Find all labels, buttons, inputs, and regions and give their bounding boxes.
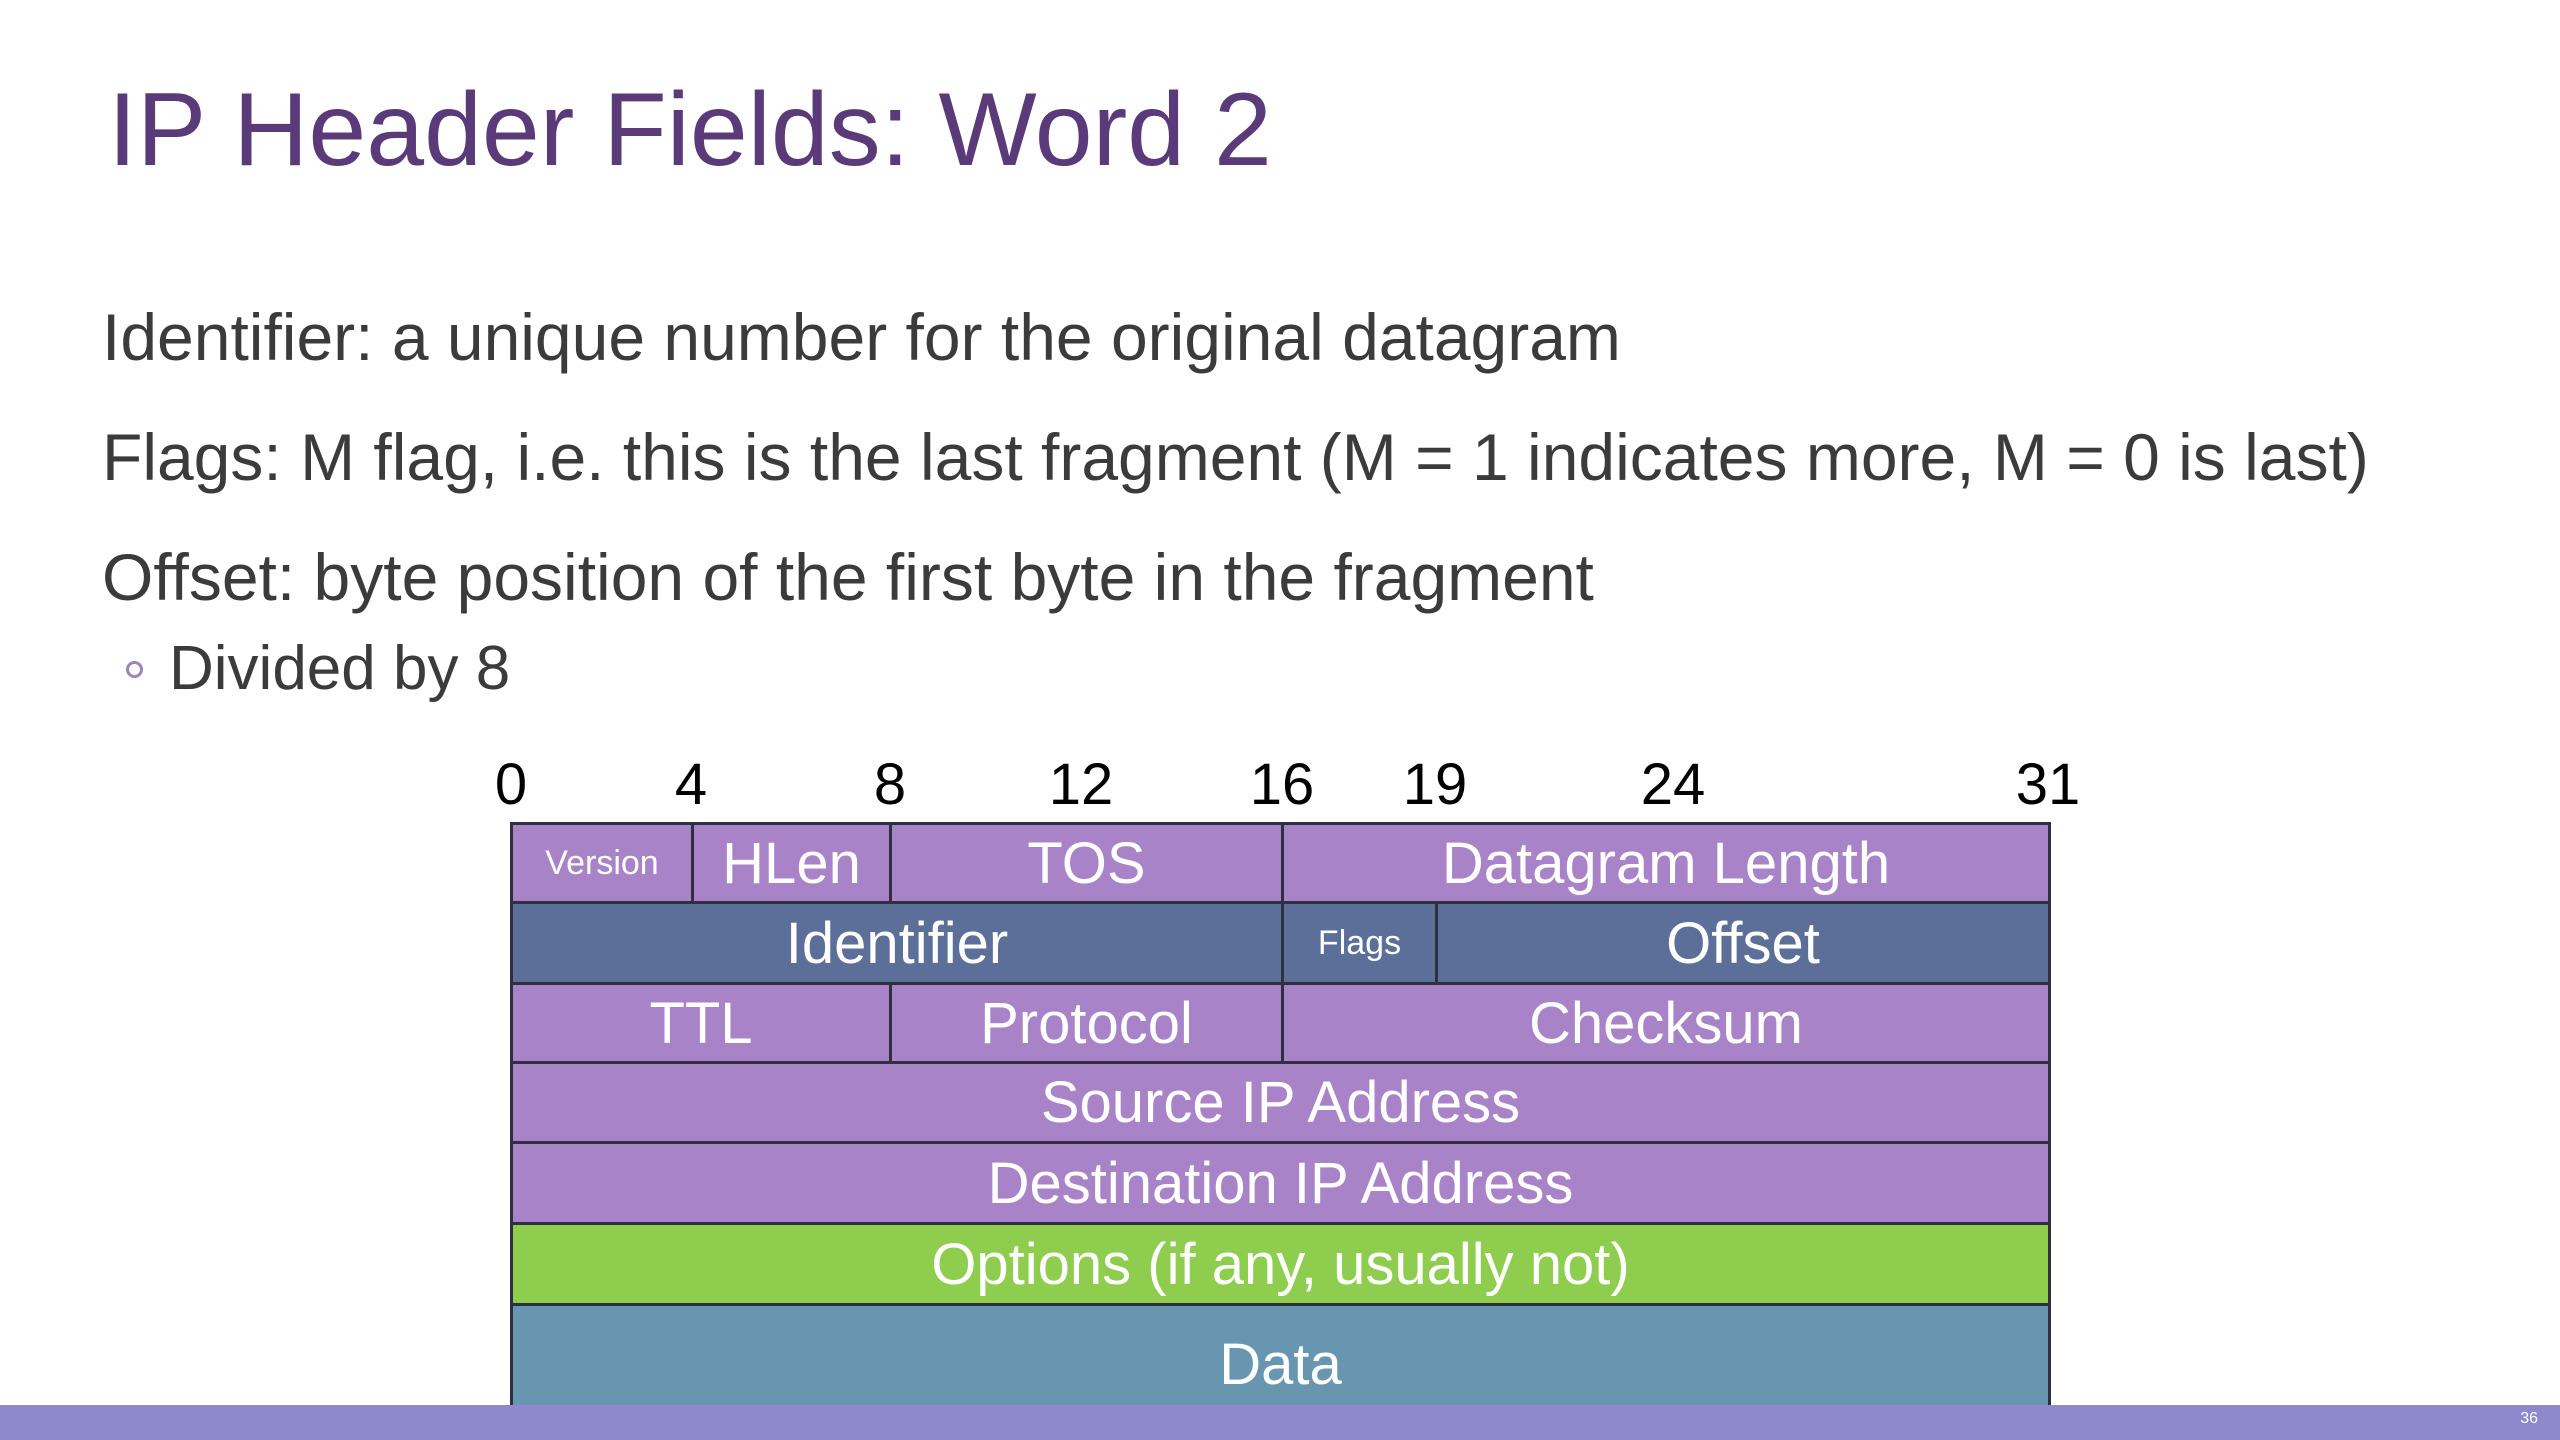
field-identifier: Identifier: [510, 901, 1284, 985]
field-offset: Offset: [1435, 901, 2051, 985]
field-options: Options (if any, usually not): [510, 1222, 2051, 1306]
bit-label: 12: [1048, 752, 1114, 817]
field-tos: TOS: [889, 822, 1284, 904]
slide-title: IP Header Fields: Word 2: [108, 72, 1272, 188]
bullet-offset: Offset: byte position of the first byte …: [102, 540, 1594, 614]
bit-label: 31: [2015, 752, 2081, 817]
field-flags: Flags: [1281, 901, 1438, 985]
slide-number: 36: [2520, 1410, 2538, 1427]
field-source-ip: Source IP Address: [510, 1061, 2051, 1144]
sub-bullet-text: Divided by 8: [169, 634, 511, 703]
bit-label: 16: [1249, 752, 1315, 817]
field-checksum: Checksum: [1281, 982, 2051, 1064]
field-destination-ip: Destination IP Address: [510, 1141, 2051, 1225]
field-version: Version: [510, 822, 694, 904]
bullet-identifier: Identifier: a unique number for the orig…: [102, 300, 1621, 374]
sub-bullet-marker-icon: [126, 660, 143, 678]
bit-label: 24: [1640, 752, 1706, 817]
bullet-flags: Flags: M flag, i.e. this is the last fra…: [102, 420, 2369, 494]
field-hlen: HLen: [691, 822, 892, 904]
sub-bullet-divided: Divided by 8: [126, 632, 510, 706]
field-datagram-length: Datagram Length: [1281, 822, 2051, 904]
bit-label: 4: [674, 752, 708, 817]
field-ttl: TTL: [510, 982, 892, 1064]
bit-label: 8: [873, 752, 907, 817]
bottom-bar: [0, 1405, 2560, 1440]
bit-label: 19: [1402, 752, 1468, 817]
bit-label: 0: [494, 752, 528, 817]
field-protocol: Protocol: [889, 982, 1284, 1064]
